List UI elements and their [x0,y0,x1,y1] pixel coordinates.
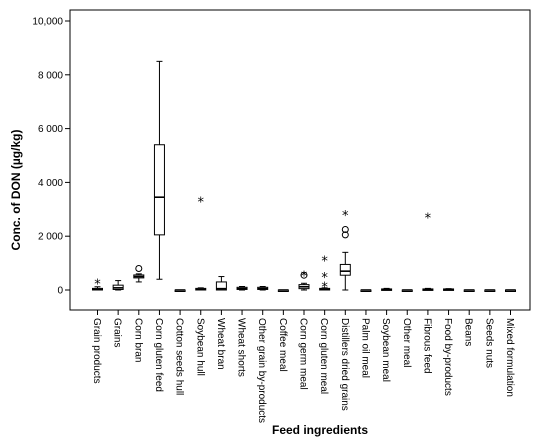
x-tick-label: Seeds nuts [483,318,494,368]
box-8 [236,286,248,291]
box-20 [484,289,496,292]
x-tick-label: Corn bran [132,318,143,362]
x-tick-label: Mixed formulation [504,318,515,397]
box-5 [174,289,186,292]
x-tick-label: Grains [112,318,123,347]
x-tick-label: Corn gluten feed [153,318,164,392]
x-tick-label: Fibrous feed [421,318,432,374]
extreme-point: * [321,271,328,286]
x-tick-label: Wheat shorts [236,318,247,377]
x-tick-label: Soybean hull [194,318,205,376]
box-6: * [195,196,207,291]
box-9 [257,286,269,291]
plot-border [69,9,531,311]
box-11: * [298,270,310,291]
box-16 [401,289,413,292]
x-tick-label: Corn germ meal [298,318,309,390]
extreme-point: * [198,196,205,211]
box-4 [153,60,165,280]
box-body [215,281,227,291]
x-tick-label: Soybean meal [380,318,391,382]
box-2 [112,280,124,291]
x-tick-label: Coffee meal [277,318,288,372]
outlier-point [341,225,349,233]
x-tick-label: Other meal [401,318,412,367]
box-body [339,263,351,276]
extreme-point: * [321,280,328,295]
x-tick-label: Cotton seeds hull [174,318,185,395]
plot-area [69,9,531,311]
x-tick-label: Other grain by-products [256,318,267,423]
x-tick-label: Corn gluten meal [318,318,329,394]
x-tick-label: Wheat bran [215,318,226,370]
y-tick-label: 10,000 [32,17,63,28]
x-tick-label: Palm oil meal [359,318,370,378]
box-17: * [422,212,434,291]
extreme-point: * [301,270,308,285]
y-tick-label: 0 [57,286,63,297]
outlier-point [341,231,349,239]
box-10 [277,289,289,292]
outlier-point [135,264,143,272]
y-tick-label: 8 000 [38,70,63,81]
box-19 [463,289,475,292]
extreme-point: * [425,212,432,227]
outlier-point [300,271,308,279]
extreme-point: * [94,278,101,293]
extreme-point: * [342,209,349,224]
y-tick-label: 6 000 [38,124,63,135]
box-series: ******* * [92,60,516,295]
box-14 [360,289,372,292]
box-3 [133,264,145,283]
x-tick-label: Beans [463,318,474,346]
box-21 [505,289,516,292]
extreme-point: * [321,255,328,270]
box-13: * [339,209,351,291]
x-axis-title: Feed ingredients [272,423,368,437]
x-tick-label: Grain products [91,318,102,384]
box-18 [443,288,455,291]
box-7 [215,276,227,291]
y-tick-label: 4 000 [38,178,63,189]
x-tick-label: Distillers dried grains [339,318,350,411]
box-12: *** [319,255,331,295]
y-axis: 0 2 000 4 000 6 000 8 000 10,000 [32,17,70,297]
box-body [153,144,165,236]
y-axis-title: Conc. of DON (µg/kg) [9,130,23,251]
x-tick-label: Food by-products [442,318,453,396]
box-1: * [92,278,103,293]
x-axis: Grain products Grains Corn bran Corn gluten… [91,310,515,423]
box-15 [381,287,393,291]
y-tick-label: 2 000 [38,232,63,243]
